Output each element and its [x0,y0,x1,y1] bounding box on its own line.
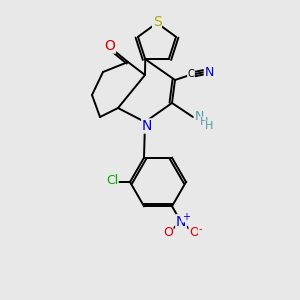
Text: O: O [105,39,116,53]
Text: N: N [204,65,214,79]
Text: +: + [182,212,190,222]
Text: Cl: Cl [106,173,118,187]
Text: -: - [198,224,202,234]
Text: N: N [176,215,186,229]
Text: S: S [153,15,161,29]
Text: H: H [200,117,208,127]
Text: N: N [194,110,204,122]
Text: H: H [205,121,213,131]
Text: N: N [142,119,152,133]
Text: O: O [189,226,199,239]
Text: O: O [163,226,173,239]
Text: C: C [188,69,194,79]
